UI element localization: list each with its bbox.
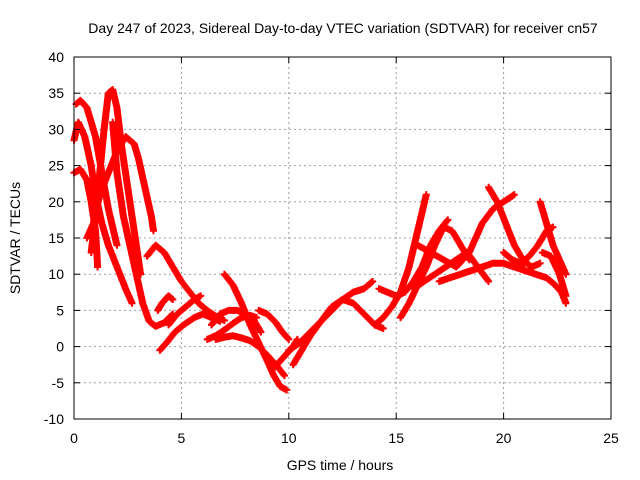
series-markers (538, 249, 570, 300)
y-tick-label: 30 (48, 121, 64, 137)
series-markers (414, 191, 518, 271)
series-markers (143, 241, 228, 324)
series-track-13 (212, 332, 288, 380)
series-markers (212, 332, 288, 380)
x-axis-label: GPS time / hours (287, 457, 394, 473)
series-track-8 (154, 292, 177, 314)
grid-lines (74, 57, 611, 419)
series-track-15 (255, 306, 293, 343)
series-markers (109, 118, 177, 330)
series-markers (536, 198, 570, 278)
series-markers (220, 270, 291, 394)
y-tick-label: 5 (56, 302, 64, 318)
series-markers (289, 296, 387, 369)
axis-ticks: 0 5 10 15 20 25 -10 -5 0 5 10 15 20 25 30 35 40 (44, 49, 619, 446)
series-track-29 (538, 249, 570, 300)
y-tick-label: 35 (48, 85, 64, 101)
data-series (70, 86, 570, 394)
series-track-14 (220, 270, 291, 394)
y-tick-label: -10 (44, 411, 64, 427)
y-tick-label: 15 (48, 230, 64, 246)
series-track-19 (371, 191, 430, 329)
series-track-27 (536, 198, 570, 278)
y-tick-label: -5 (52, 375, 65, 391)
series-markers (255, 306, 293, 343)
x-tick-label: 5 (178, 430, 186, 446)
y-tick-label: 20 (48, 194, 64, 210)
series-markers (371, 191, 430, 329)
x-tick-label: 15 (388, 430, 404, 446)
y-tick-label: 10 (48, 266, 64, 282)
y-tick-label: 40 (48, 49, 64, 65)
series-markers (154, 292, 177, 314)
x-tick-label: 10 (281, 430, 297, 446)
x-tick-label: 25 (603, 430, 619, 446)
chart-title: Day 247 of 2023, Sidereal Day-to-day VTE… (88, 20, 598, 36)
y-tick-label: 25 (48, 158, 64, 174)
series-track-7 (143, 241, 228, 324)
series-track-23 (414, 191, 518, 271)
series-markers (165, 292, 205, 329)
y-tick-label: 0 (56, 339, 64, 355)
y-axis-label: SDTVAR / TECUs (7, 182, 23, 294)
x-tick-label: 20 (496, 430, 512, 446)
series-track-10 (165, 292, 205, 329)
series-track-6 (109, 118, 177, 330)
series-track-18 (289, 296, 387, 369)
x-tick-label: 0 (70, 430, 78, 446)
